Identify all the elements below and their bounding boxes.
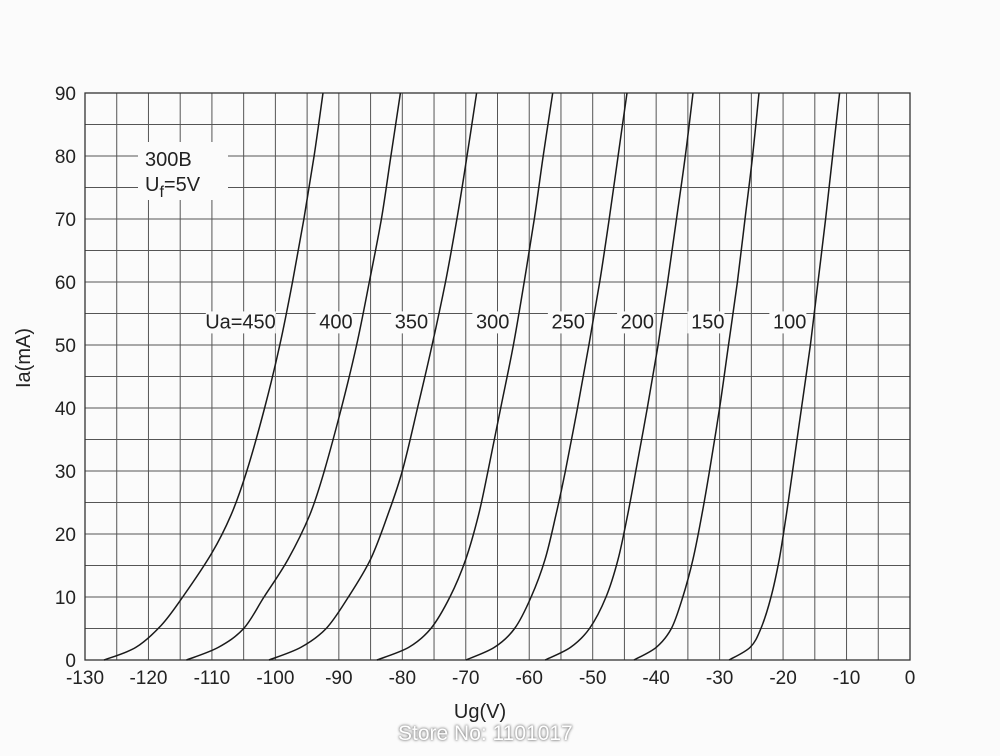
x-tick-label: -80 bbox=[389, 668, 416, 689]
plot-frame bbox=[84, 92, 911, 661]
x-tick-label: -50 bbox=[579, 668, 606, 689]
series-label-background bbox=[315, 311, 353, 334]
series-label-background bbox=[769, 311, 807, 334]
series-label: 150 bbox=[691, 311, 724, 333]
x-tick-label: -100 bbox=[256, 668, 294, 689]
y-tick-label: 0 bbox=[65, 651, 76, 672]
series-line-6 bbox=[633, 92, 760, 661]
y-tick-label: 10 bbox=[55, 588, 76, 609]
series-label-background bbox=[391, 311, 429, 334]
series-label: 400 bbox=[319, 311, 352, 333]
series-line-7 bbox=[728, 92, 841, 661]
series-line-0 bbox=[103, 92, 324, 661]
y-tick-label: 20 bbox=[55, 525, 76, 546]
y-tick-label: 50 bbox=[55, 336, 76, 357]
series-label: 100 bbox=[773, 311, 806, 333]
y-tick-labels: 0 10 20 30 40 50 60 70 80 90 bbox=[55, 84, 76, 672]
x-tick-label: -20 bbox=[769, 668, 796, 689]
series-label-background bbox=[547, 311, 585, 334]
series-label-background bbox=[472, 311, 510, 334]
x-tick-label: -130 bbox=[66, 668, 104, 689]
filament-voltage-label: Uf=5V bbox=[145, 174, 201, 201]
series-label: 350 bbox=[395, 311, 428, 333]
y-tick-label: 70 bbox=[55, 210, 76, 231]
x-axis-title: Ug(V) bbox=[454, 701, 506, 723]
annotation-background bbox=[138, 142, 228, 200]
series-line-4 bbox=[465, 92, 628, 661]
store-watermark: Store No: 1101017 bbox=[398, 722, 573, 745]
series-line-2 bbox=[268, 92, 478, 661]
tube-type-label: 300B bbox=[145, 149, 192, 171]
x-tick-label: 0 bbox=[905, 668, 916, 689]
x-tick-label: -40 bbox=[642, 668, 669, 689]
x-tick-label: -60 bbox=[515, 668, 542, 689]
filament-symbol: U bbox=[145, 174, 159, 196]
series-line-5 bbox=[544, 92, 694, 661]
series-group bbox=[103, 92, 841, 661]
x-tick-label: -120 bbox=[129, 668, 167, 689]
series-label: Ua=450 bbox=[205, 311, 276, 333]
series-label: 200 bbox=[621, 311, 654, 333]
series-line-1 bbox=[186, 92, 402, 661]
filament-value: =5V bbox=[164, 174, 201, 196]
series-labels: Ua=450 400 350 300 250 200 150 100 bbox=[205, 311, 807, 334]
y-tick-label: 40 bbox=[55, 399, 76, 420]
y-tick-label: 90 bbox=[55, 84, 76, 105]
series-label-background bbox=[205, 311, 276, 334]
series-label: 250 bbox=[552, 311, 585, 333]
x-tick-labels: -130 -120 -110 -100 -90 -80 -70 -60 -50 -40 -30 -20… bbox=[66, 668, 915, 689]
y-tick-label: 60 bbox=[55, 273, 76, 294]
series-line-3 bbox=[376, 92, 554, 661]
filament-subscript: f bbox=[159, 184, 164, 201]
series-label-background bbox=[617, 311, 655, 334]
x-tick-label: -10 bbox=[833, 668, 860, 689]
y-tick-label: 30 bbox=[55, 462, 76, 483]
x-tick-label: -110 bbox=[194, 668, 231, 689]
series-label: 300 bbox=[476, 311, 509, 333]
y-tick-label: 80 bbox=[55, 147, 76, 168]
series-label-background bbox=[687, 311, 725, 334]
x-tick-label: -30 bbox=[706, 668, 733, 689]
x-tick-label: -70 bbox=[452, 668, 479, 689]
x-tick-label: -90 bbox=[325, 668, 352, 689]
y-axis-title: Ia(mA) bbox=[13, 328, 35, 388]
